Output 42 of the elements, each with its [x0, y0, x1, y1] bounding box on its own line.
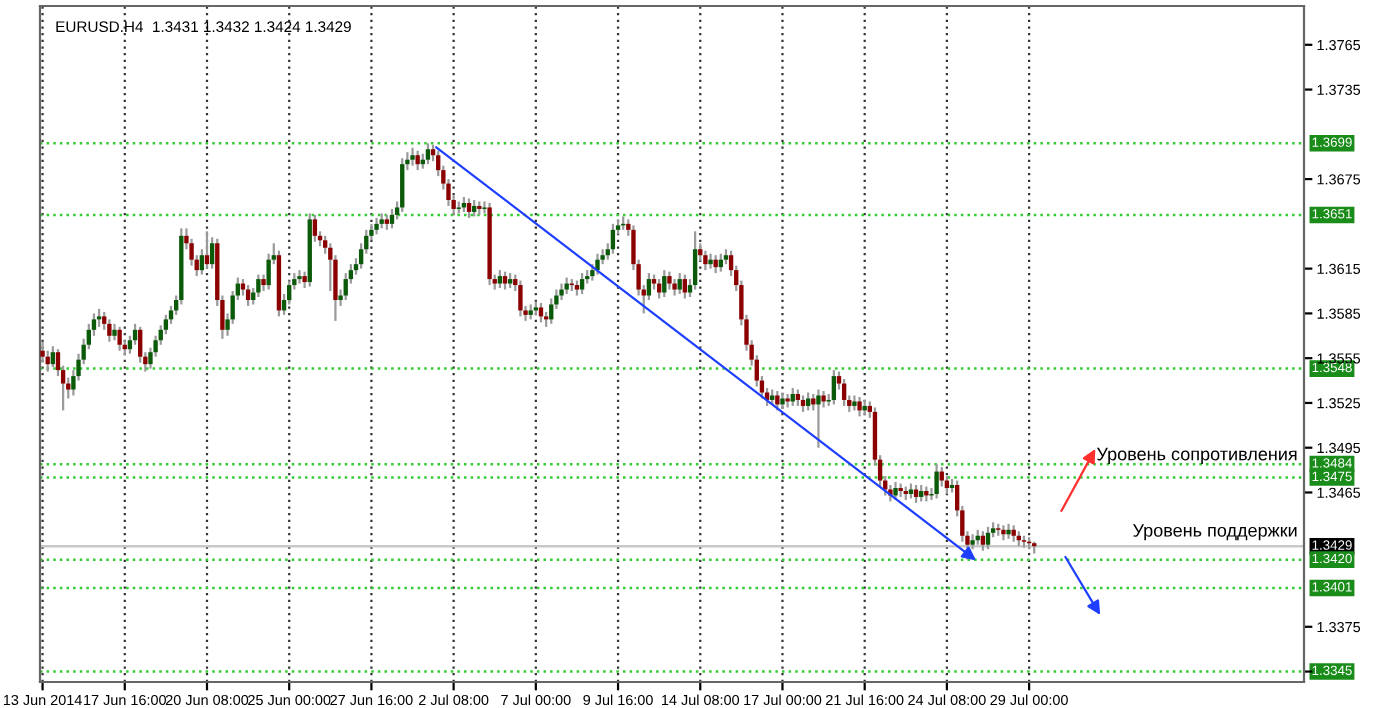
- annotation: Уровень поддержки: [1132, 524, 1297, 541]
- candlestick: [204, 230, 210, 270]
- candlestick: [466, 197, 472, 220]
- candlestick: [415, 149, 420, 172]
- candlestick: [40, 340, 45, 364]
- candlestick: [256, 273, 261, 299]
- candlestick: [107, 318, 112, 343]
- candlestick: [595, 252, 600, 276]
- candlestick: [703, 249, 708, 272]
- candlestick: [343, 272, 348, 302]
- candlestick: [775, 389, 780, 412]
- candlestick: [538, 301, 544, 324]
- candlestick: [662, 269, 667, 299]
- candlestick: [831, 369, 837, 406]
- annotation: Уровень сопротивления: [1096, 447, 1297, 464]
- candlestick: [579, 272, 585, 296]
- candlestick: [389, 207, 395, 230]
- candlestick: [400, 157, 405, 214]
- candlestick: [785, 392, 790, 409]
- candlestick: [425, 142, 431, 166]
- candlestick: [677, 272, 682, 296]
- candlestick: [410, 146, 415, 167]
- candlestick: [985, 525, 991, 551]
- candlestick: [1006, 522, 1011, 540]
- candlestick: [816, 388, 821, 449]
- candlestick: [50, 345, 56, 369]
- candlestick: [656, 277, 662, 300]
- candlestick: [117, 325, 122, 352]
- candlestick: [692, 230, 698, 291]
- candlestick: [934, 463, 939, 500]
- candlestick: [518, 279, 523, 318]
- candlestick: [1001, 524, 1006, 542]
- candlestick: [980, 530, 986, 552]
- candlestick: [708, 252, 713, 270]
- candlestick: [780, 391, 785, 411]
- candlestick: [852, 394, 857, 412]
- candlestick: [138, 325, 143, 364]
- candlestick: [682, 273, 688, 300]
- candlestick: [297, 269, 302, 285]
- candlestick: [857, 395, 862, 418]
- candlestick: [549, 297, 554, 325]
- candlestick: [672, 277, 677, 297]
